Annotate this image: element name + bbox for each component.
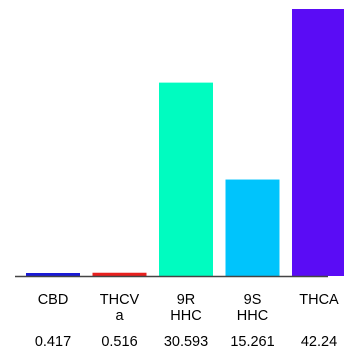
bar-2 [159,82,213,277]
category-label-2-line-0: 9R [177,292,196,308]
category-label-1-line-1: a [115,308,124,324]
category-label-3-line-0: 9S [244,292,262,308]
value-label-0: 0.417 [35,334,71,350]
value-label-1: 0.516 [101,334,137,350]
category-label-3-line-1: HHC [237,308,268,324]
value-label-3: 15.261 [230,334,274,350]
value-label-4: 42.24 [301,334,337,350]
category-label-1-line-0: THCV [100,292,140,308]
bar-3 [225,179,280,276]
category-label-0-line-0: CBD [38,292,69,308]
category-label-4-line-0: THCA [299,292,339,308]
value-label-2: 30.593 [164,334,208,350]
value-labels: 0.417 0.516 30.593 15.261 42.24 [35,334,337,350]
bars-group [26,9,344,277]
category-label-2-line-1: HHC [170,308,201,324]
bar-1 [92,272,147,276]
bar-4 [292,9,344,276]
bar-0 [26,273,80,276]
